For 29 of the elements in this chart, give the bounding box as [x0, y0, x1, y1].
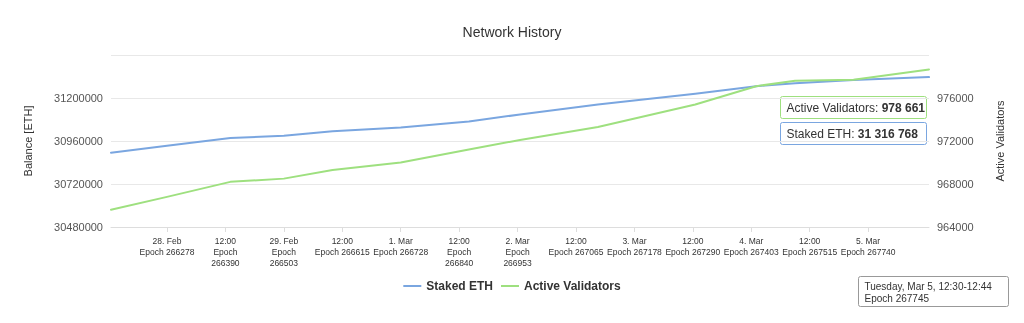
- x-tick-label: 12:00 Epoch 266840: [444, 235, 474, 268]
- y2-axis-title: Active Validators: [993, 99, 1006, 182]
- annotation: Active Validators: 978 661: [786, 100, 926, 115]
- x-tick-label: 28. Feb Epoch 266278: [139, 235, 195, 257]
- x-tick-label: 12:00 Epoch 267290: [665, 235, 721, 257]
- x-tick-label: 12:00 Epoch 267515: [782, 235, 838, 257]
- y-tick-label: 30960000: [54, 135, 103, 147]
- y2-tick-label: 968000: [937, 178, 974, 190]
- text: Tuesday, Mar 5, 12:30-12:44 Epoch 267745: [864, 281, 993, 304]
- x-tick-label: 12:00 Epoch 266390: [211, 235, 240, 268]
- x-tick-label: 5. Mar Epoch 267740: [840, 235, 896, 257]
- y-tick-label: 30480000: [54, 221, 103, 233]
- legend-label: Active Validators: [523, 279, 622, 293]
- y-tick-label: 30720000: [54, 178, 103, 190]
- x-tick-label: 1. Mar Epoch 266728: [373, 235, 429, 257]
- legend-label: Staked ETH: [426, 279, 493, 293]
- x-tick-label: 4. Mar Epoch 267403: [723, 235, 779, 257]
- x-tick-label: 12:00 Epoch 266615: [314, 235, 370, 257]
- x-tick-label: 12:00 Epoch 267065: [548, 235, 604, 257]
- annotation: Staked ETH: 31 316 768: [786, 126, 919, 141]
- y-tick-label: 31200000: [54, 92, 103, 104]
- y2-tick-label: 964000: [937, 221, 974, 233]
- x-tick-label: 29. Feb Epoch 266503: [269, 235, 299, 268]
- x-tick-label: 2. Mar Epoch 266953: [503, 235, 533, 268]
- y-axis-title: Balance [ETH]: [21, 105, 34, 177]
- y2-tick-label: 976000: [937, 92, 974, 104]
- x-tick-label: 3. Mar Epoch 267178: [607, 235, 663, 257]
- y2-tick-label: 972000: [937, 135, 974, 147]
- chart-title: Network History: [462, 24, 562, 40]
